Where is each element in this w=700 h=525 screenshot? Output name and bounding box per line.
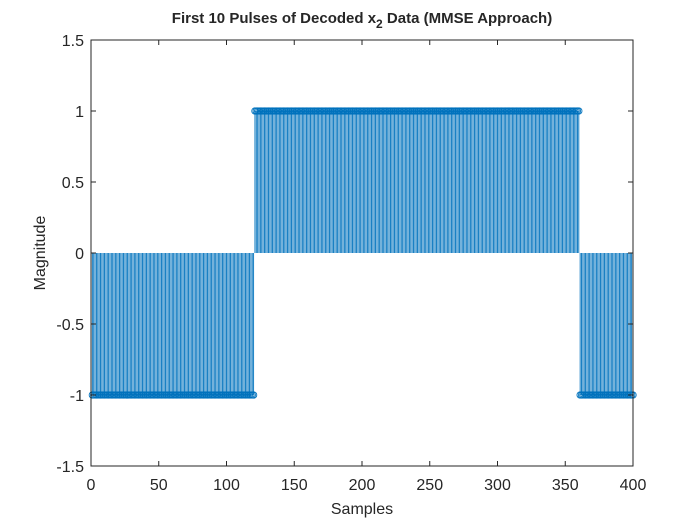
- chart-title-main: First 10 Pulses of Decoded x: [172, 10, 377, 27]
- x-tick-label: 150: [281, 477, 308, 494]
- y-tick-label: -1.5: [56, 459, 84, 476]
- y-tick-label: 0.5: [62, 175, 84, 192]
- stem-marker: [575, 107, 583, 115]
- y-axis-ticks: -1.5 -1 -0.5 0 0.5 1 1.5: [56, 33, 633, 476]
- x-tick-label: 0: [87, 477, 96, 494]
- x-tick-label: 100: [213, 477, 240, 494]
- x-axis-label: Samples: [331, 501, 393, 518]
- y-axis-label: Magnitude: [32, 216, 49, 291]
- x-axis-ticks: 0 50 100 150 200 250 300 350 400: [87, 40, 647, 494]
- y-tick-label: 0: [75, 246, 84, 263]
- x-tick-label: 400: [620, 477, 647, 494]
- x-tick-label: 350: [552, 477, 579, 494]
- y-tick-label: 1.5: [62, 33, 84, 50]
- y-tick-label: -1: [70, 388, 84, 405]
- y-tick-label: 1: [75, 104, 84, 121]
- chart-title: First 10 Pulses of Decoded x2 Data (MMSE…: [172, 10, 552, 31]
- y-tick-label: -0.5: [56, 317, 84, 334]
- x-tick-label: 300: [484, 477, 511, 494]
- chart-title-subscript: 2: [376, 17, 383, 31]
- x-tick-label: 200: [349, 477, 376, 494]
- stem-series: [91, 111, 634, 395]
- stem-marker: [249, 391, 258, 399]
- chart-title-suffix: Data (MMSE Approach): [383, 10, 552, 27]
- x-tick-label: 250: [416, 477, 443, 494]
- stem-markers: [88, 107, 637, 399]
- x-tick-label: 50: [150, 477, 168, 494]
